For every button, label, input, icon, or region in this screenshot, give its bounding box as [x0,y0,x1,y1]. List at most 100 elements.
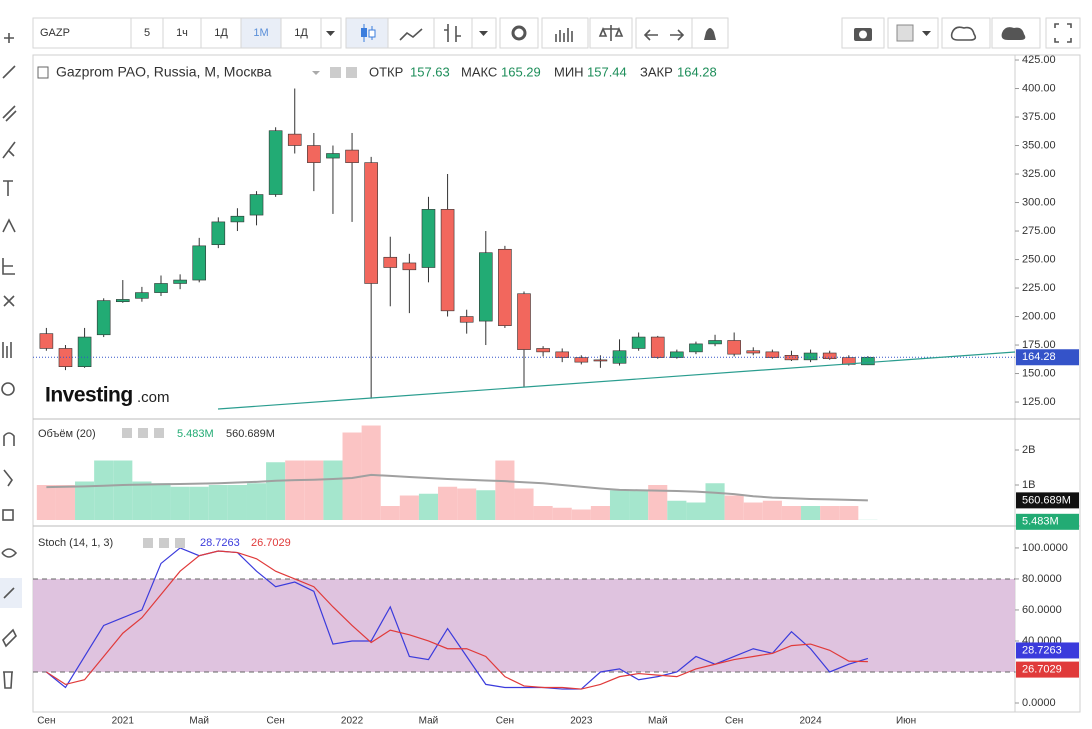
volume-bar [36,484,56,520]
x-tick-label: 2024 [799,716,822,727]
settings-icon[interactable] [346,67,357,78]
volume-bar [533,505,553,520]
candle-body [421,209,436,268]
eye-icon[interactable] [122,428,132,438]
volume-bar [113,460,133,520]
bars-button[interactable] [433,17,473,49]
stoch-last-label-box [1016,661,1079,678]
close-label: ЗАКР [640,64,673,79]
measure-tool[interactable] [2,342,12,358]
candles-icon [361,28,367,37]
bars-icon [444,24,461,42]
eye-icon[interactable] [143,538,153,548]
y-tick-label: 150.00 [1022,367,1056,379]
fullscreen-icon [1054,23,1072,43]
toolbar-bg [0,0,26,729]
volume-bar [820,505,840,520]
volume-bar [743,502,763,520]
crosshair-tool[interactable] [4,33,14,43]
redo-icon [670,29,685,41]
magnet-tool[interactable] [3,432,15,446]
volume-bar [648,484,668,520]
text-tool[interactable] [3,180,13,196]
x-tick-label: Сен [37,716,55,727]
volume-bar [208,484,228,520]
volume-bar [476,490,496,520]
volume-bar [571,509,591,520]
close-icon[interactable] [154,428,164,438]
lock-tool[interactable] [2,509,14,521]
active-tool-bg [0,578,22,608]
candle-body [345,149,359,163]
volume-bar [361,425,381,520]
dropdown-arrow [326,31,335,36]
fullscreen-button[interactable] [1045,17,1081,49]
last-price-label: 164.28 [1022,351,1056,363]
close-icon[interactable] [175,538,185,548]
interval-button[interactable] [200,17,242,49]
low-value: 157.44 [587,64,627,79]
zoom-tool[interactable] [1,382,15,396]
low-label: МИН [554,64,584,79]
volume-bar [170,486,190,520]
logo: Investing [45,384,133,407]
y-tick-label: 400.00 [1022,82,1056,94]
indicators-icon [555,28,573,42]
volume-bar [285,460,305,520]
line-icon [399,28,423,41]
dropdown-arrow [479,31,488,36]
settings-icon[interactable] [159,538,169,548]
chart-type-button[interactable] [387,17,435,49]
collapse-icon[interactable] [37,66,49,79]
volume-bar [609,490,630,520]
high-value: 165.29 [501,64,541,79]
y-tick-label: 60.0000 [1022,604,1062,616]
load-button[interactable] [941,17,991,49]
line-tool[interactable] [2,65,16,79]
volume-ma-line [46,473,868,502]
volume-bar [495,460,515,520]
pitchfork-tool[interactable] [2,141,16,159]
settings-button[interactable] [499,17,539,49]
draw-mode-tool[interactable] [3,469,13,487]
interval-button[interactable] [280,17,322,49]
favorites-tool[interactable] [2,628,17,648]
y-tick-label: 300.00 [1022,196,1056,208]
visibility-tool[interactable] [1,548,18,558]
delete-tool[interactable] [3,671,13,689]
cloud-icon [950,26,977,41]
y-tick-label: 100.0000 [1022,542,1068,554]
eye-icon[interactable] [330,67,341,78]
volume-bar [724,495,744,520]
link-tool[interactable] [3,587,15,599]
volume-bar [686,502,706,520]
candle-body [268,130,283,195]
candle-body [727,340,741,355]
volume-bar [418,493,439,520]
candle-body [708,340,722,345]
y-tick-label: 325.00 [1022,168,1056,180]
candle-body [364,162,378,284]
shapes-tool[interactable] [3,295,15,307]
volume-bar [762,500,782,520]
fib-tool[interactable] [2,258,15,275]
x-tick-label: 2021 [112,716,135,727]
interval-button[interactable] [130,17,164,49]
pane-frames [32,54,1081,713]
volume-bar [399,495,419,520]
candle-body [383,256,398,268]
candle-body [861,356,875,366]
channel-tool[interactable] [2,105,17,122]
y-tick-label: 225.00 [1022,282,1056,294]
candle-body [58,348,73,367]
settings-icon[interactable] [138,428,148,438]
y-tick-label: 175.00 [1022,339,1056,351]
volume-bar [629,490,649,520]
candle-body [574,357,589,363]
symbol: GAZP [40,27,70,39]
pattern-tool[interactable] [2,218,16,233]
undo-redo[interactable] [635,17,693,49]
interval-label: 5 [144,27,150,39]
candle-body [326,153,340,159]
indicators-button[interactable] [541,17,589,49]
